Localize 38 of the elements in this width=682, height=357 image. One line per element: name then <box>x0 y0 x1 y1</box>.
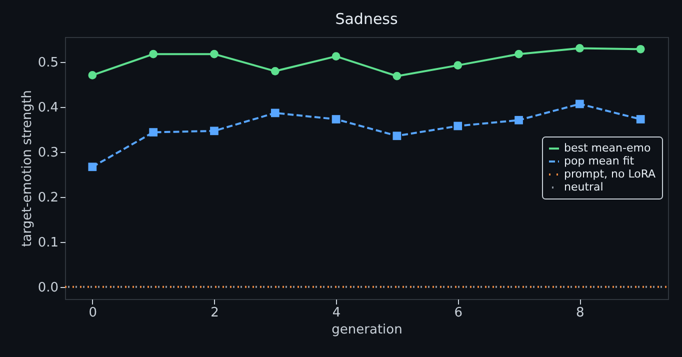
x-tick-label: 0 <box>88 306 98 320</box>
point <box>88 162 97 172</box>
point <box>636 44 645 54</box>
point <box>392 132 402 140</box>
x-tick-label: 6 <box>454 306 463 320</box>
legend-label: prompt, no LoRA <box>564 168 656 181</box>
point <box>636 115 645 124</box>
y-tick-label: 0.2 <box>38 190 58 206</box>
x-axis-title: generation <box>332 322 402 338</box>
point <box>210 126 218 136</box>
chart-title: Sadness <box>335 10 398 28</box>
point <box>514 50 523 58</box>
legend-label: best mean-emo <box>564 142 651 155</box>
point <box>454 122 462 130</box>
point <box>149 50 158 58</box>
point <box>576 44 584 52</box>
point <box>270 66 280 76</box>
legend-label: pop mean fit <box>564 154 635 168</box>
point <box>514 116 523 124</box>
point <box>88 71 97 80</box>
legend-label: neutral <box>564 180 604 194</box>
x-tick-label: 8 <box>576 306 584 320</box>
y-tick-label: 0.0 <box>38 280 58 296</box>
point <box>392 72 402 80</box>
y-tick-label: 0.5 <box>38 56 58 71</box>
y-axis-title: target-emotion strength <box>20 90 35 247</box>
point <box>454 61 462 70</box>
y-tick-label: 0.1 <box>38 235 58 250</box>
x-tick-label: 4 <box>332 306 341 320</box>
y-tick-label: 0.4 <box>38 100 58 116</box>
point <box>270 108 280 118</box>
point <box>332 115 340 124</box>
point <box>576 100 584 108</box>
x-tick-label: 2 <box>210 306 219 320</box>
point <box>332 52 340 60</box>
point <box>210 50 218 58</box>
y-tick-label: 0.3 <box>38 146 58 161</box>
point <box>149 128 158 136</box>
